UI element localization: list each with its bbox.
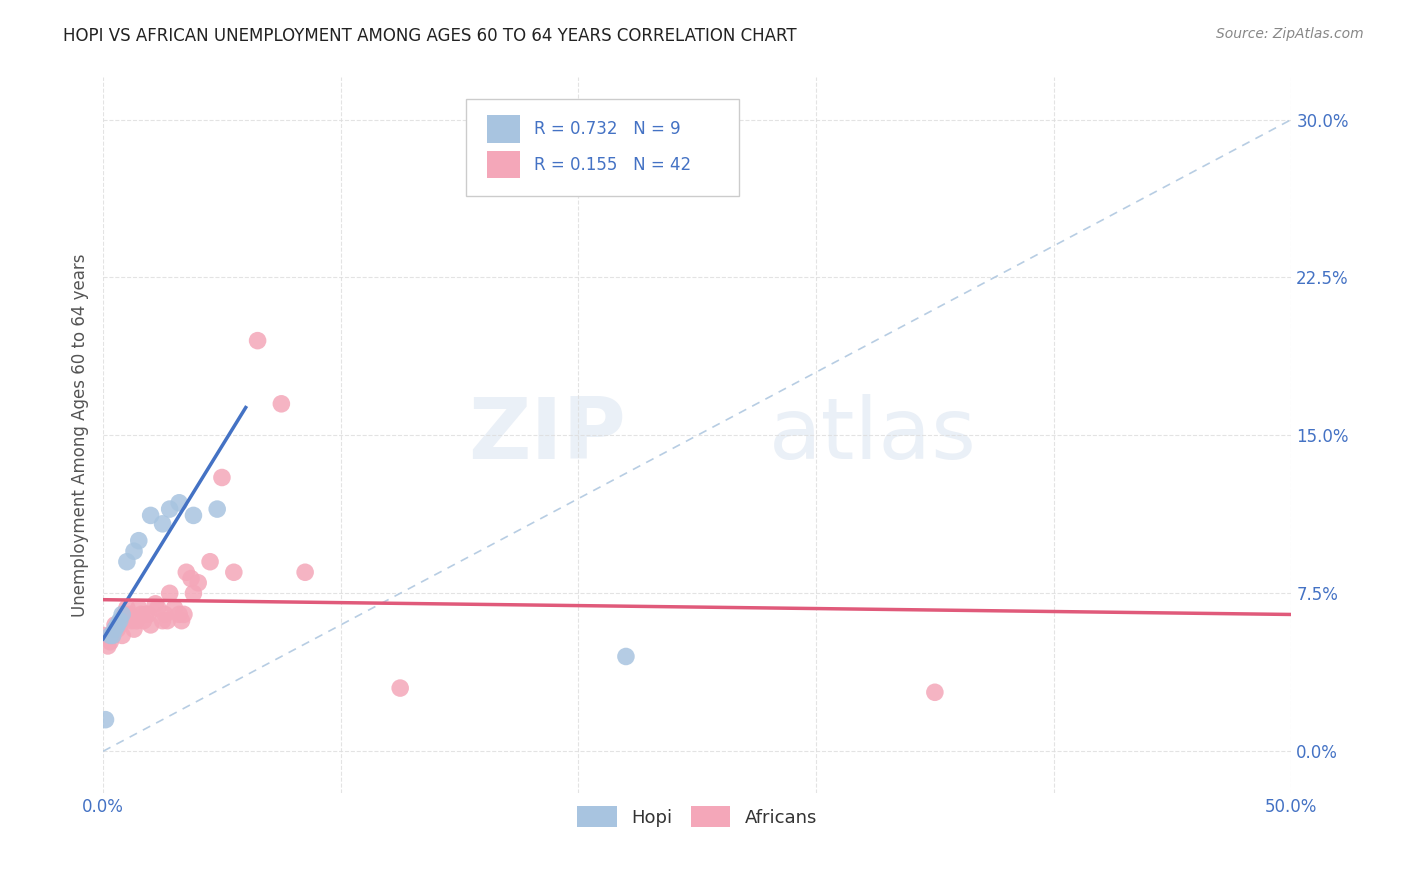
FancyBboxPatch shape [465, 99, 738, 195]
Point [91, 628, 114, 642]
Point [389, 681, 412, 695]
Point [183, 508, 205, 523]
Point [170, 614, 193, 628]
Text: R = 0.732   N = 9: R = 0.732 N = 9 [534, 120, 681, 138]
Text: ZIP: ZIP [468, 394, 626, 477]
Point [167, 607, 190, 622]
Point [198, 555, 221, 569]
Point [129, 607, 152, 622]
Point [205, 502, 228, 516]
Legend: Hopi, Africans: Hopi, Africans [569, 799, 824, 834]
Point [145, 597, 167, 611]
Point [183, 586, 205, 600]
Point [111, 628, 134, 642]
Text: R = 0.155   N = 42: R = 0.155 N = 42 [534, 156, 692, 174]
Point [94, 713, 117, 727]
Point [146, 601, 169, 615]
Point [125, 614, 148, 628]
Point [294, 566, 316, 580]
Point [108, 614, 131, 628]
Point [222, 566, 245, 580]
Point [105, 622, 128, 636]
Text: HOPI VS AFRICAN UNEMPLOYMENT AMONG AGES 60 TO 64 YEARS CORRELATION CHART: HOPI VS AFRICAN UNEMPLOYMENT AMONG AGES … [63, 27, 797, 45]
Point [246, 334, 269, 348]
FancyBboxPatch shape [486, 115, 520, 143]
Point [152, 516, 174, 531]
Point [97, 639, 120, 653]
Point [115, 555, 138, 569]
Point [104, 618, 127, 632]
Point [139, 508, 162, 523]
Point [132, 614, 155, 628]
Point [98, 634, 121, 648]
Point [135, 607, 157, 622]
Point [270, 397, 292, 411]
Point [180, 572, 202, 586]
Point [167, 496, 190, 510]
Point [122, 622, 145, 636]
Point [111, 607, 134, 622]
Point [187, 575, 209, 590]
Point [105, 618, 128, 632]
Point [121, 614, 143, 628]
Point [211, 470, 233, 484]
Point [136, 607, 159, 622]
Point [115, 601, 138, 615]
Point [128, 601, 150, 615]
Point [118, 607, 141, 622]
Point [101, 628, 124, 642]
Point [159, 502, 181, 516]
FancyBboxPatch shape [486, 151, 520, 178]
Point [98, 628, 121, 642]
Point [153, 607, 176, 622]
Point [159, 586, 181, 600]
Point [104, 622, 127, 636]
Point [152, 614, 174, 628]
Text: atlas: atlas [769, 394, 977, 477]
Point [122, 544, 145, 558]
Point [156, 614, 179, 628]
Point [108, 618, 131, 632]
Point [924, 685, 946, 699]
Point [176, 566, 198, 580]
Point [101, 628, 124, 642]
Text: Source: ZipAtlas.com: Source: ZipAtlas.com [1216, 27, 1364, 41]
Point [114, 607, 136, 622]
Point [173, 607, 195, 622]
Point [163, 601, 186, 615]
Y-axis label: Unemployment Among Ages 60 to 64 years: Unemployment Among Ages 60 to 64 years [72, 253, 89, 617]
Point [139, 618, 162, 632]
Point [614, 649, 637, 664]
Point [128, 533, 150, 548]
